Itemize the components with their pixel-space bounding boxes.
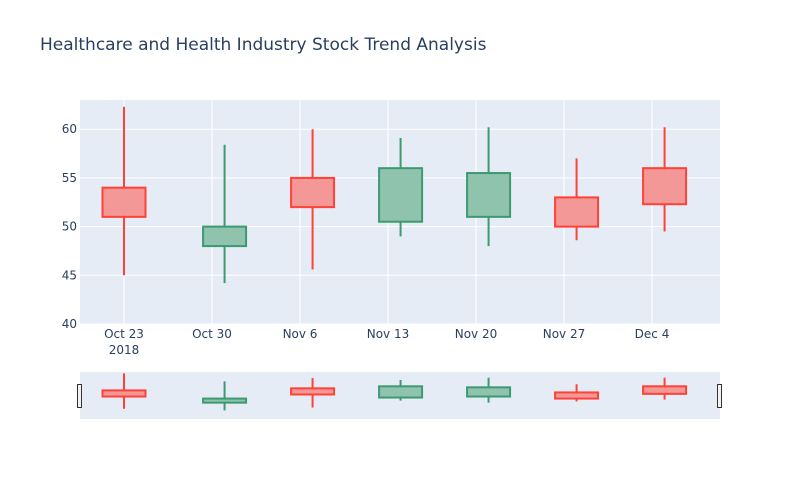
candle-body [101,186,147,218]
range-slider[interactable] [77,372,722,419]
candle [554,158,600,241]
slider-candle [101,373,147,409]
candle [202,144,248,284]
slider-candle [642,377,688,400]
y-tick-label: 40 [62,317,77,331]
slider-candle [202,381,248,411]
x-tick-label: Oct 23 [104,327,144,341]
slider-candle-body [101,389,147,398]
candle-body [466,172,512,218]
x-tick-label: Nov 6 [283,327,318,341]
y-tick-label: 55 [62,171,77,185]
candle-body [378,167,424,223]
y-tick-label: 45 [62,268,77,282]
x-tick-label: Nov 20 [455,327,498,341]
range-slider-left-handle[interactable] [77,384,82,408]
slider-candle [466,377,512,403]
slider-candle-body [466,386,512,398]
candle-body [554,196,600,228]
slider-candle-body [378,385,424,399]
x-tick-label: Nov 27 [543,327,586,341]
slider-candle-body [642,385,688,395]
candle-body [290,176,336,209]
x-year-label: 2018 [109,343,140,357]
x-tick-label: Nov 13 [367,327,410,341]
slider-candle [378,379,424,401]
candles [101,106,688,284]
main-plot[interactable]: 40 45 50 55 60 Oct 23 Oct 30 Nov 6 Nov 13 Nov 20… [62,100,720,357]
slider-candle [290,378,336,408]
range-slider-right-handle[interactable] [717,384,722,408]
y-tick-label: 60 [62,122,77,136]
range-slider-candles [101,373,688,411]
slider-candle-body [290,387,336,396]
slider-candle-body [202,397,248,404]
x-axis-ticks: Oct 23 Oct 30 Nov 6 Nov 13 Nov 20 Nov 27 Dec 4… [104,327,669,357]
y-tick-label: 50 [62,220,77,234]
y-axis-ticks: 40 45 50 55 60 [62,122,77,331]
candle-body [202,225,248,248]
x-tick-label: Oct 30 [192,327,232,341]
x-tick-label: Dec 4 [635,327,670,341]
candle [466,127,512,247]
candle [101,106,147,276]
slider-candle [554,384,600,402]
slider-candle-body [554,391,600,400]
candle [642,127,688,232]
candle [290,129,336,270]
chart-title: Healthcare and Health Industry Stock Tre… [40,35,487,55]
candle [378,137,424,237]
candle-body [642,167,688,206]
